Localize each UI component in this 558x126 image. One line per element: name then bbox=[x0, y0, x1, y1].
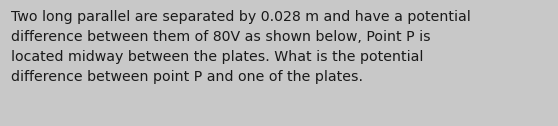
Text: Two long parallel are separated by 0.028 m and have a potential
difference betwe: Two long parallel are separated by 0.028… bbox=[11, 10, 471, 84]
